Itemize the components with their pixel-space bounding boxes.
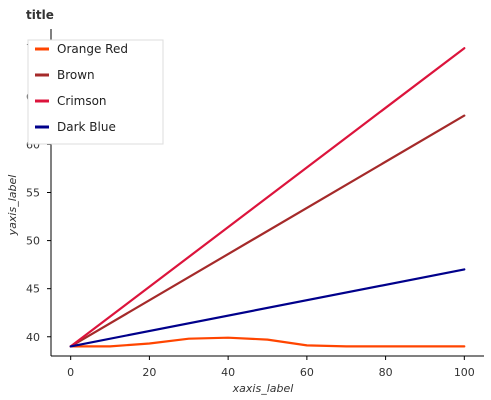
y-axis-title: yaxis_label <box>6 175 19 237</box>
y-tick-label: 45 <box>26 283 40 296</box>
series-line-dark-blue <box>69 268 466 348</box>
y-tick-label: 40 <box>26 331 40 344</box>
legend-box <box>27 39 164 145</box>
x-tick-label: 20 <box>142 366 156 379</box>
y-tick-label: 50 <box>26 235 40 248</box>
x-tick-label: 80 <box>379 366 393 379</box>
legend-label: Orange Red <box>57 42 128 56</box>
legend-label: Dark Blue <box>57 120 116 134</box>
x-tick-label: 0 <box>67 366 74 379</box>
x-tick-label: 60 <box>300 366 314 379</box>
x-tick-label: 40 <box>221 366 235 379</box>
plot-area <box>69 47 466 348</box>
legend: Orange Red Brown Crimson Dark Blue <box>27 39 164 145</box>
series-line-crimson <box>69 47 466 348</box>
x-tick-label: 100 <box>454 366 475 379</box>
series-line-brown <box>69 114 466 348</box>
y-tick-label: 55 <box>26 187 40 200</box>
legend-label: Crimson <box>57 94 107 108</box>
series-line-orange-red <box>69 336 466 348</box>
chart-title: title <box>26 8 54 22</box>
legend-label: Brown <box>57 68 95 82</box>
x-axis-title: xaxis_label <box>232 382 294 395</box>
